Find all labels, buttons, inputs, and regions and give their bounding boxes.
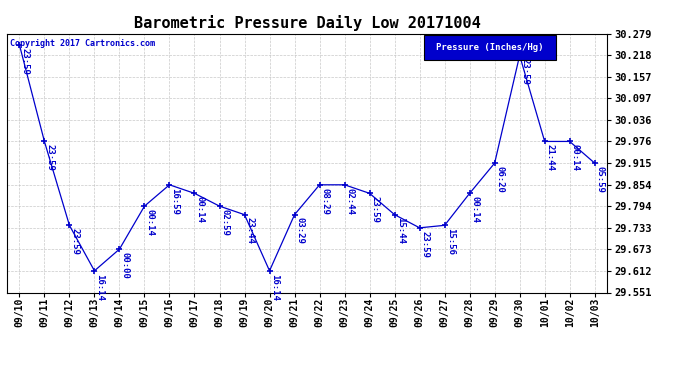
Text: Pressure (Inches/Hg): Pressure (Inches/Hg) <box>436 43 544 52</box>
Title: Barometric Pressure Daily Low 20171004: Barometric Pressure Daily Low 20171004 <box>134 15 480 31</box>
Text: 15:44: 15:44 <box>395 217 404 244</box>
Text: 00:14: 00:14 <box>471 196 480 223</box>
Text: 16:59: 16:59 <box>170 188 179 214</box>
Text: 00:00: 00:00 <box>121 252 130 279</box>
Text: 03:29: 03:29 <box>295 217 304 244</box>
Text: 00:14: 00:14 <box>146 209 155 236</box>
Text: 02:44: 02:44 <box>346 188 355 214</box>
Text: 23:59: 23:59 <box>371 196 380 223</box>
Bar <box>424 35 556 60</box>
Text: 06:20: 06:20 <box>495 166 504 193</box>
Text: Copyright 2017 Cartronics.com: Copyright 2017 Cartronics.com <box>10 39 155 48</box>
Text: 23:59: 23:59 <box>21 48 30 74</box>
Text: 05:59: 05:59 <box>595 166 604 193</box>
Text: 00:14: 00:14 <box>195 196 204 223</box>
Text: 08:29: 08:29 <box>321 188 330 214</box>
Text: 00:14: 00:14 <box>571 144 580 171</box>
Text: 23:59: 23:59 <box>421 231 430 258</box>
Text: 15:56: 15:56 <box>446 228 455 255</box>
Text: 21:44: 21:44 <box>546 144 555 171</box>
Text: 16:14: 16:14 <box>270 274 279 300</box>
Text: 23:59: 23:59 <box>70 228 79 255</box>
Text: 16:14: 16:14 <box>95 274 104 300</box>
Text: 02:59: 02:59 <box>221 209 230 236</box>
Text: 23:44: 23:44 <box>246 217 255 244</box>
Text: 23:59: 23:59 <box>46 144 55 171</box>
Text: 23:59: 23:59 <box>521 58 530 85</box>
